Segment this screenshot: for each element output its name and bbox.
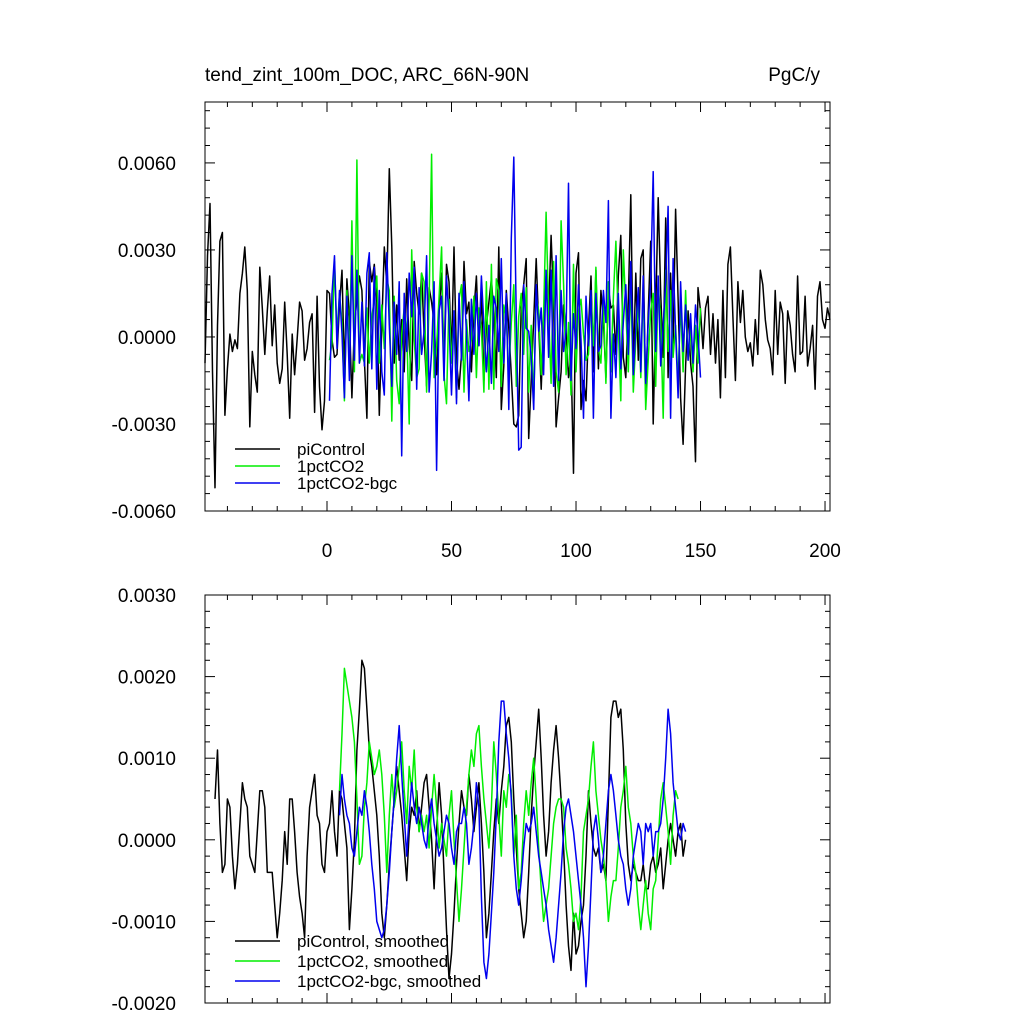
y-tick-label: -0.0010: [112, 912, 176, 933]
x-tick-label: 200: [809, 541, 841, 562]
series-line-0: [214, 659, 687, 980]
plot-frame: [204, 594, 831, 1004]
series-line-2: [338, 700, 687, 988]
x-tick-label: 150: [685, 541, 717, 562]
y-tick-label: 0.0030: [118, 586, 176, 607]
y-tick-label: 0.0000: [118, 328, 176, 349]
x-tick-label: 100: [560, 541, 592, 562]
y-tick-label: -0.0030: [112, 415, 176, 436]
legend-label: 1pctCO2: [297, 457, 364, 476]
units-label: PgC/y: [768, 65, 820, 86]
legend-label: piControl, smoothed: [297, 932, 449, 951]
series-line-2: [328, 156, 702, 472]
x-tick-label: 0: [322, 541, 333, 562]
legend-label: 1pctCO2, smoothed: [297, 952, 448, 971]
x-tick-label: 50: [441, 541, 462, 562]
y-tick-label: 0.0000: [118, 831, 176, 852]
legend-label: 1pctCO2-bgc: [297, 474, 398, 493]
y-tick-label: -0.0020: [112, 994, 176, 1015]
y-tick-label: 0.0030: [118, 241, 176, 262]
panel-title: tend_zint_100m_DOC, ARC_66N-90N: [205, 65, 529, 86]
plot-frame: [204, 101, 831, 512]
top-panel: 0 50 100 150 200 -0.0060 -0.0030 0.0000 0.0030 0.…: [112, 101, 841, 562]
legend-label: 1pctCO2-bgc, smoothed: [297, 972, 481, 991]
y-tick-label: 0.0020: [118, 668, 176, 689]
bottom-panel: -0.0020 -0.0010 0.0000 0.0010 0.0020 0.0030 pi…: [112, 586, 831, 1015]
y-tick-label: 0.0060: [118, 154, 176, 175]
y-tick-label: 0.0010: [118, 749, 176, 770]
y-tick-label: -0.0060: [112, 502, 176, 523]
series-line-1: [338, 667, 679, 931]
legend-label: piControl: [297, 440, 365, 459]
